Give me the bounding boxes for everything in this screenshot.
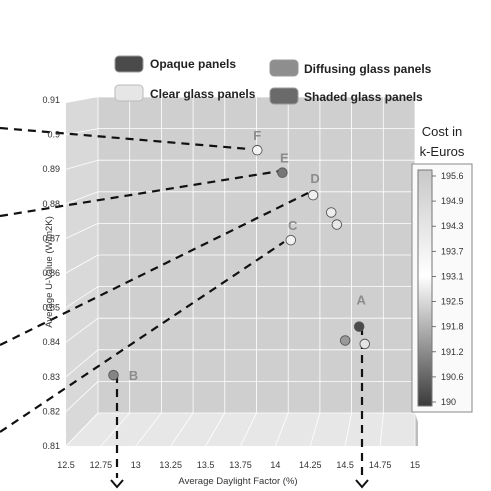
data-point-c	[286, 235, 296, 245]
x-tick-label: 12.75	[90, 460, 113, 470]
x-axis-ticks: 12.5 12.75 13 13.25 13.5 13.75 14 14.25 14.5 14.7…	[57, 460, 420, 470]
arrow-down-b	[111, 480, 123, 487]
y-tick-label: 0.91	[42, 95, 60, 105]
data-point	[326, 208, 336, 218]
legend-swatch-opaque	[115, 56, 143, 72]
point-label-a: A	[356, 293, 366, 308]
x-tick-label: 15	[410, 460, 420, 470]
y-axis-label: Average U-Value (W/m2K)	[44, 216, 55, 328]
colorbar-tick-label: 191.8	[441, 322, 464, 332]
colorbar-tick-label: 195.6	[441, 171, 464, 181]
data-point-f	[252, 145, 262, 155]
colorbar-tick-label: 194.9	[441, 196, 464, 206]
y-tick-label: 0.84	[42, 337, 60, 347]
data-point-e	[278, 168, 288, 178]
y-tick-label: 0.9	[47, 130, 60, 140]
point-label-c: C	[288, 218, 298, 233]
colorbar: Cost in k-Euros 195.6 194.9 194.3 193.7 193.…	[412, 124, 472, 412]
x-tick-label: 14.75	[369, 460, 392, 470]
y-tick-label: 0.89	[42, 164, 60, 174]
colorbar-tick-label: 191.2	[441, 347, 464, 357]
colorbar-gradient	[418, 170, 432, 406]
y-tick-label: 0.88	[42, 199, 60, 209]
legend-item-opaque: Opaque panels	[115, 56, 236, 72]
colorbar-title-line1: Cost in	[422, 124, 462, 139]
y-tick-label: 0.83	[42, 372, 60, 382]
left-wall	[66, 97, 98, 446]
point-label-e: E	[280, 151, 289, 166]
legend-swatch-diffusing	[270, 60, 298, 76]
colorbar-tick-label: 194.3	[441, 221, 464, 231]
data-point	[340, 336, 350, 346]
legend-item-clear: Clear glass panels	[115, 85, 256, 101]
x-tick-label: 14.25	[299, 460, 322, 470]
x-axis-label: Average Daylight Factor (%)	[178, 476, 297, 487]
colorbar-tick-label: 192.5	[441, 297, 464, 307]
data-point-d	[308, 190, 318, 200]
x-tick-label: 13.75	[229, 460, 252, 470]
right-edge	[415, 413, 418, 446]
x-tick-label: 13	[131, 460, 141, 470]
data-point-b	[109, 370, 119, 380]
data-point	[360, 339, 370, 349]
point-label-b: B	[129, 368, 138, 383]
legend-item-shaded: Shaded glass panels	[270, 88, 423, 104]
x-tick-label: 14	[270, 460, 280, 470]
colorbar-tick-label: 193.7	[441, 246, 464, 256]
legend-label-clear: Clear glass panels	[150, 87, 256, 101]
legend-item-diffusing: Diffusing glass panels	[270, 60, 432, 76]
data-point	[332, 220, 342, 230]
colorbar-title-line2: k-Euros	[420, 144, 465, 159]
legend-label-diffusing: Diffusing glass panels	[304, 62, 432, 76]
colorbar-tick-label: 190.6	[441, 372, 464, 382]
legend-label-opaque: Opaque panels	[150, 57, 236, 71]
x-tick-label: 14.5	[336, 460, 354, 470]
x-tick-label: 12.5	[57, 460, 75, 470]
legend-swatch-clear	[115, 85, 143, 101]
colorbar-tick-label: 193.1	[441, 271, 464, 281]
y-tick-label: 0.81	[42, 441, 60, 451]
arrow-down-a	[356, 480, 368, 487]
point-label-d: D	[310, 171, 319, 186]
x-tick-label: 13.25	[159, 460, 182, 470]
legend: Opaque panels Diffusing glass panels Cle…	[115, 56, 432, 104]
x-tick-label: 13.5	[197, 460, 215, 470]
y-tick-label: 0.82	[42, 406, 60, 416]
data-point-a	[354, 322, 364, 332]
colorbar-tick-label: 190	[441, 397, 456, 407]
point-label-f: F	[253, 128, 261, 143]
legend-swatch-shaded	[270, 88, 298, 104]
legend-label-shaded: Shaded glass panels	[304, 90, 423, 104]
